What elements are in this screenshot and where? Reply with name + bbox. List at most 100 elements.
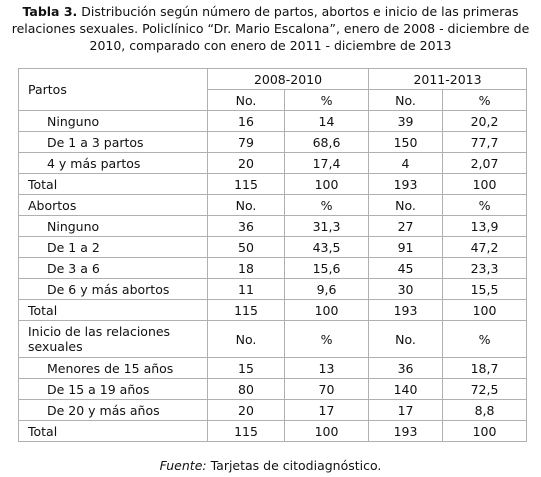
value-cell: 30 — [368, 278, 444, 300]
value-cell: 36 — [207, 215, 285, 237]
table-row: Menores de 15 años 15 13 36 18,7 — [18, 357, 528, 379]
value-cell: 140 — [368, 378, 444, 400]
value-cell: 79 — [207, 131, 285, 153]
column-header: % — [283, 89, 370, 111]
value-cell: 11 — [207, 278, 285, 300]
total-value: 193 — [368, 173, 444, 195]
value-cell: 39 — [368, 110, 444, 132]
total-label: Total — [18, 299, 208, 321]
section-title: Abortos — [18, 194, 208, 216]
value-cell: 13,9 — [442, 215, 528, 237]
table-row: Total 115 100 193 100 — [18, 299, 528, 321]
value-cell: 15 — [207, 357, 285, 379]
column-header: % — [283, 320, 370, 358]
table-row: De 1 a 2 50 43,5 91 47,2 — [18, 236, 528, 258]
value-cell: 17,4 — [283, 152, 370, 174]
section-title: Inicio de las relaciones sexuales — [18, 320, 208, 358]
caption-text: Distribución según número de partos, abo… — [11, 4, 530, 53]
value-cell: 31,3 — [283, 215, 370, 237]
value-cell: 20 — [207, 399, 285, 421]
value-cell: 45 — [368, 257, 444, 279]
total-label: Total — [18, 420, 208, 442]
value-cell: 9,6 — [283, 278, 370, 300]
value-cell: 47,2 — [442, 236, 528, 258]
value-cell: 50 — [207, 236, 285, 258]
table-row: De 15 a 19 años 80 70 140 72,5 — [18, 378, 528, 400]
table-row: Inicio de las relaciones sexuales No.% No.… — [18, 320, 528, 358]
table-row: Total 115 100 193 100 — [18, 173, 528, 195]
value-cell: 20 — [207, 152, 285, 174]
row-label: De 15 a 19 años — [18, 378, 208, 400]
value-cell: 150 — [368, 131, 444, 153]
row-label: De 1 a 3 partos — [18, 131, 208, 153]
value-cell: 27 — [368, 215, 444, 237]
column-header: No. — [368, 194, 444, 216]
value-cell: 23,3 — [442, 257, 528, 279]
row-label: De 3 a 6 — [18, 257, 208, 279]
row-label: Ninguno — [18, 110, 208, 132]
row-label: De 20 y más años — [18, 399, 208, 421]
value-cell: 18,7 — [442, 357, 528, 379]
value-cell: 8,8 — [442, 399, 528, 421]
value-cell: 15,5 — [442, 278, 528, 300]
period-header: 2008-2010 — [206, 68, 370, 90]
value-cell: 14 — [283, 110, 370, 132]
value-cell: 18 — [207, 257, 285, 279]
total-value: 100 — [283, 173, 370, 195]
row-label: De 6 y más abortos — [18, 278, 208, 300]
column-header: % — [442, 320, 528, 358]
column-header: No. — [207, 194, 285, 216]
table-row: Total 115 100 193 100 — [18, 420, 528, 442]
value-cell: 20,2 — [442, 110, 528, 132]
row-label: De 1 a 2 — [18, 236, 208, 258]
footer: Fuente: Tarjetas de citodiagnóstico. — [0, 458, 541, 473]
footer-label: Fuente: — [159, 458, 207, 473]
value-cell: 4 — [368, 152, 444, 174]
total-value: 115 — [207, 420, 285, 442]
table-row: Partos 2008-2010 2011-2013 — [18, 68, 528, 111]
value-cell: 17 — [283, 399, 370, 421]
value-cell: 68,6 — [283, 131, 370, 153]
total-label: Total — [18, 173, 208, 195]
column-header: No. — [207, 320, 285, 358]
table-row: Ninguno 16 14 39 20,2 — [18, 110, 528, 132]
caption: Tabla 3. Distribución según número de pa… — [4, 3, 537, 54]
table-row: Abortos No.% No.% — [18, 194, 528, 216]
value-cell: 13 — [283, 357, 370, 379]
table-row: 4 y más partos 20 17,4 4 2,07 — [18, 152, 528, 174]
table-row: De 20 y más años 20 17 17 8,8 — [18, 399, 528, 421]
period-header: 2011-2013 — [368, 68, 528, 90]
value-cell: 77,7 — [442, 131, 528, 153]
table: Partos 2008-2010 2011-2013 No.% No.% Ninguno 1… — [18, 68, 528, 442]
total-value: 100 — [442, 299, 528, 321]
value-cell: 15,6 — [283, 257, 370, 279]
column-header: No. — [368, 320, 444, 358]
column-header: % — [442, 89, 528, 111]
row-label: 4 y más partos — [18, 152, 208, 174]
total-value: 100 — [442, 173, 528, 195]
value-cell: 36 — [368, 357, 444, 379]
row-label: Ninguno — [18, 215, 208, 237]
value-cell: 17 — [368, 399, 444, 421]
value-cell: 70 — [283, 378, 370, 400]
table-row: De 3 a 6 18 15,6 45 23,3 — [18, 257, 528, 279]
total-value: 100 — [442, 420, 528, 442]
value-cell: 91 — [368, 236, 444, 258]
table-row: Ninguno 36 31,3 27 13,9 — [18, 215, 528, 237]
value-cell: 72,5 — [442, 378, 528, 400]
value-cell: 16 — [207, 110, 285, 132]
total-value: 193 — [368, 299, 444, 321]
row-label: Menores de 15 años — [18, 357, 208, 379]
value-cell: 2,07 — [442, 152, 528, 174]
column-header: No. — [207, 89, 285, 111]
column-header: % — [442, 194, 528, 216]
value-cell: 80 — [207, 378, 285, 400]
caption-label: Tabla 3. — [22, 4, 78, 19]
total-value: 100 — [283, 420, 370, 442]
total-value: 193 — [368, 420, 444, 442]
section-title: Partos — [18, 68, 208, 111]
table-row: De 1 a 3 partos 79 68,6 150 77,7 — [18, 131, 528, 153]
total-value: 115 — [207, 299, 285, 321]
table-row: De 6 y más abortos 11 9,6 30 15,5 — [18, 278, 528, 300]
